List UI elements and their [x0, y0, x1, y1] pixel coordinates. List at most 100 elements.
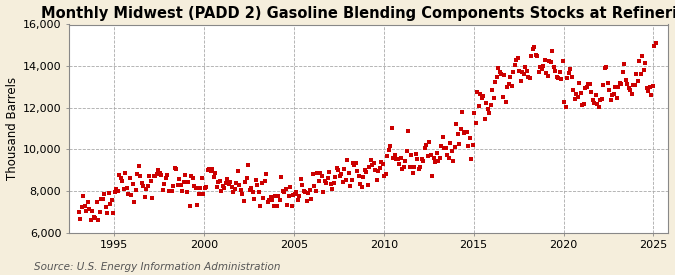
Point	[635, 72, 646, 76]
Point	[348, 161, 358, 165]
Point	[539, 58, 550, 62]
Point	[225, 180, 236, 184]
Point	[483, 106, 493, 111]
Point	[464, 135, 475, 140]
Point	[207, 167, 217, 171]
Point	[377, 162, 388, 166]
Point	[456, 127, 466, 132]
Point	[169, 166, 180, 170]
Point	[381, 172, 392, 177]
Point	[625, 88, 636, 92]
Point	[210, 171, 221, 175]
Point	[74, 210, 84, 215]
Point	[364, 165, 375, 169]
Point	[565, 67, 576, 71]
Point	[279, 190, 290, 194]
Point	[490, 80, 501, 84]
Point	[548, 65, 559, 69]
Point	[292, 198, 303, 202]
Point	[599, 66, 610, 70]
Point	[400, 159, 411, 163]
Point	[412, 157, 423, 161]
Point	[253, 190, 264, 194]
Point	[108, 211, 119, 215]
Point	[427, 174, 438, 178]
Point	[176, 183, 186, 188]
Point	[325, 182, 336, 186]
Point	[629, 82, 640, 87]
Point	[505, 75, 516, 79]
Point	[90, 216, 101, 220]
Point	[156, 173, 167, 177]
Point	[235, 188, 246, 192]
Point	[545, 59, 556, 64]
Point	[512, 56, 523, 60]
Point	[466, 156, 477, 161]
Point	[592, 102, 603, 106]
Point	[605, 97, 616, 102]
Point	[139, 194, 150, 199]
Point	[379, 174, 390, 178]
Point	[267, 198, 277, 202]
Point	[391, 156, 402, 161]
Point	[608, 92, 619, 97]
Point	[387, 125, 398, 130]
Point	[397, 167, 408, 172]
Text: Source: U.S. Energy Information Administration: Source: U.S. Energy Information Administ…	[34, 262, 280, 272]
Point	[393, 157, 404, 161]
Point	[404, 165, 415, 169]
Point	[452, 132, 463, 136]
Point	[95, 210, 105, 214]
Point	[485, 103, 496, 108]
Point	[508, 70, 519, 74]
Point	[602, 81, 613, 85]
Point	[604, 87, 615, 92]
Point	[616, 81, 626, 86]
Point	[522, 69, 533, 74]
Point	[331, 166, 342, 170]
Point	[138, 184, 148, 188]
Point	[496, 72, 507, 76]
Point	[76, 205, 87, 209]
Point	[614, 80, 625, 85]
Point	[256, 181, 267, 185]
Point	[597, 97, 608, 101]
Point	[103, 191, 114, 196]
Point	[631, 72, 642, 76]
Point	[511, 58, 522, 62]
Point	[349, 162, 360, 167]
Point	[204, 166, 215, 171]
Point	[118, 186, 129, 191]
Point	[589, 100, 599, 105]
Point	[477, 95, 487, 100]
Point	[168, 184, 179, 188]
Point	[329, 175, 340, 179]
Point	[132, 172, 142, 176]
Point	[244, 188, 255, 192]
Point	[554, 70, 565, 74]
Point	[339, 167, 350, 172]
Point	[88, 214, 99, 219]
Point	[445, 141, 456, 145]
Point	[246, 186, 256, 190]
Point	[274, 197, 285, 202]
Point	[145, 179, 156, 183]
Point	[342, 158, 352, 163]
Point	[544, 59, 555, 63]
Point	[354, 174, 364, 179]
Y-axis label: Thousand Barrels: Thousand Barrels	[5, 77, 18, 180]
Point	[298, 189, 309, 193]
Point	[356, 185, 367, 189]
Point	[389, 153, 400, 158]
Point	[153, 168, 163, 173]
Point	[124, 176, 135, 181]
Point	[178, 180, 189, 184]
Point	[247, 190, 258, 194]
Point	[346, 178, 357, 182]
Point	[572, 95, 583, 100]
Point	[566, 75, 577, 79]
Point	[182, 190, 192, 194]
Point	[489, 96, 500, 100]
Point	[87, 208, 98, 213]
Point	[187, 175, 198, 180]
